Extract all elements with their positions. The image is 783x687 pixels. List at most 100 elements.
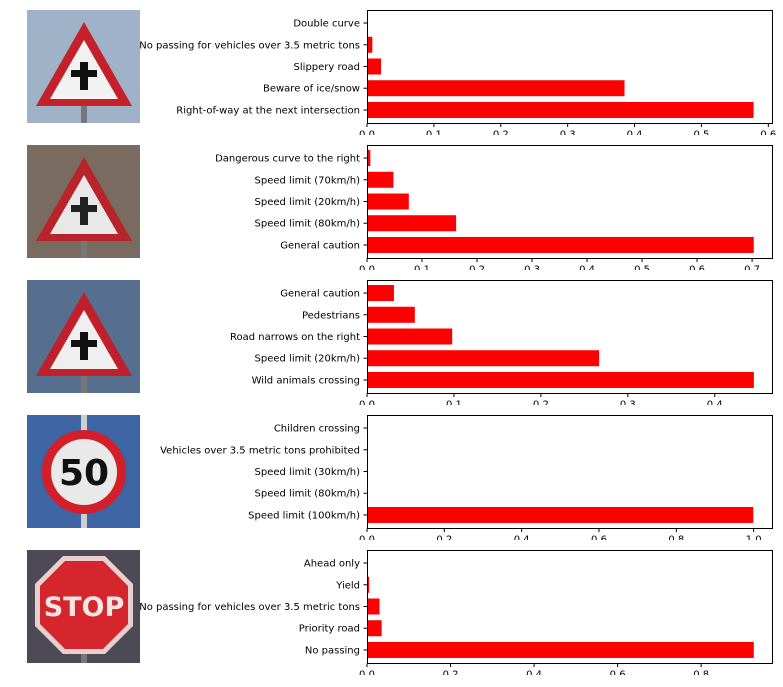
bar	[367, 506, 754, 523]
category-label: Dangerous curve to the right	[215, 154, 360, 165]
x-tick-label: 1.0	[746, 535, 762, 541]
bar	[367, 36, 373, 53]
category-label: Beware of ice/snow	[263, 84, 360, 95]
sign-symbol-icon	[71, 205, 97, 212]
category-label: General caution	[280, 240, 360, 251]
x-tick-label: 0.4	[707, 400, 723, 406]
bar	[367, 80, 625, 97]
bar	[367, 236, 754, 253]
x-tick-label: 0.3	[620, 400, 636, 406]
x-tick-label: 0.0	[359, 400, 375, 406]
x-tick-label: 0.2	[533, 400, 549, 406]
bar-chart-5: No passing Priority road No passing for ve…	[139, 550, 773, 676]
x-tick-label: 0.7	[744, 265, 760, 271]
sign-inner	[51, 439, 117, 505]
category-label: Wild animals crossing	[252, 375, 360, 386]
x-tick-label: 0.5	[634, 265, 650, 271]
bar	[367, 58, 382, 75]
category-label: No passing	[305, 645, 360, 656]
category-label: No passing for vehicles over 3.5 metric …	[139, 40, 360, 51]
bar-chart-1: Right-of-way at the next intersection Bew…	[139, 10, 776, 136]
x-tick-label: 0.2	[436, 535, 452, 541]
bar	[367, 306, 415, 323]
x-tick-label: 0.6	[760, 130, 776, 136]
sign-symbol-icon	[71, 340, 97, 347]
x-tick-label: 0.3	[524, 265, 540, 271]
axes-frame	[367, 10, 773, 124]
x-tick-label: 0.4	[514, 535, 530, 541]
sign-symbol-icon	[71, 70, 97, 77]
sign-image-1	[27, 10, 140, 123]
category-label: Slippery road	[294, 62, 360, 73]
axes-frame	[367, 550, 773, 664]
x-tick-label: 0.0	[359, 535, 375, 541]
sign-post	[81, 365, 87, 393]
x-tick-label: 0.1	[426, 130, 442, 136]
sign-image-2	[27, 145, 140, 258]
axes-frame	[367, 415, 773, 529]
x-tick-label: 0.0	[359, 130, 375, 136]
x-tick-label: 0.2	[493, 130, 509, 136]
bar-chart-4: Speed limit (100km/h) Speed limit (80km/h…	[160, 415, 773, 541]
x-tick-label: 0.6	[610, 670, 626, 676]
x-tick-label: 0.1	[414, 265, 430, 271]
sign-image-5: STOP	[27, 550, 140, 663]
x-tick-label: 0.0	[359, 265, 375, 271]
x-tick-label: 0.4	[579, 265, 595, 271]
bar	[367, 328, 453, 345]
x-tick-label: 0.4	[627, 130, 643, 136]
bar	[367, 285, 394, 302]
bar	[367, 193, 409, 210]
bar	[367, 350, 600, 367]
category-label: Pedestrians	[302, 310, 360, 321]
bar-chart-3: Wild animals crossing Speed limit (20km/h…	[230, 280, 773, 406]
bar	[367, 150, 371, 167]
category-label: Yield	[335, 580, 360, 591]
sign-text: STOP	[44, 592, 125, 623]
category-label: Right-of-way at the next intersection	[176, 105, 360, 116]
category-label: Children crossing	[274, 424, 360, 435]
bar	[367, 641, 754, 658]
bar	[367, 171, 394, 188]
bar	[367, 101, 754, 118]
sign-post	[81, 95, 87, 123]
category-label: Speed limit (100km/h)	[248, 510, 360, 521]
sign-post	[81, 230, 87, 258]
category-label: Double curve	[293, 19, 360, 30]
bar	[367, 598, 380, 615]
category-label: Speed limit (30km/h)	[255, 467, 361, 478]
category-label: Ahead only	[304, 559, 360, 570]
category-label: Speed limit (80km/h)	[255, 489, 361, 500]
x-tick-label: 0.1	[446, 400, 462, 406]
category-label: Road narrows on the right	[230, 332, 360, 343]
x-tick-label: 0.0	[359, 670, 375, 676]
axes-frame	[367, 280, 773, 394]
category-label: Priority road	[299, 624, 360, 635]
x-tick-label: 0.8	[668, 535, 684, 541]
axes-frame	[367, 145, 773, 259]
x-tick-label: 0.4	[526, 670, 542, 676]
sign-image-4: 50	[27, 415, 140, 528]
x-tick-label: 0.8	[693, 670, 709, 676]
bar	[367, 620, 382, 637]
x-tick-label: 0.2	[469, 265, 485, 271]
bar-chart-2: General caution Speed limit (80km/h) Speed…	[215, 145, 773, 271]
bar	[367, 576, 370, 593]
x-tick-label: 0.6	[689, 265, 705, 271]
category-label: Speed limit (20km/h)	[255, 354, 361, 365]
category-label: Vehicles over 3.5 metric tons prohibited	[160, 445, 360, 456]
sign-text: 50	[59, 453, 109, 494]
sign-image-3	[27, 280, 140, 393]
bar	[367, 371, 754, 388]
sign-inner	[40, 561, 128, 649]
category-label: Speed limit (70km/h)	[255, 175, 361, 186]
category-label: Speed limit (20km/h)	[255, 197, 361, 208]
x-tick-label: 0.3	[560, 130, 576, 136]
x-tick-label: 0.2	[443, 670, 459, 676]
bar	[367, 215, 457, 232]
category-label: No passing for vehicles over 3.5 metric …	[139, 602, 360, 613]
category-label: Speed limit (80km/h)	[255, 219, 361, 230]
x-tick-label: 0.5	[693, 130, 709, 136]
x-tick-label: 0.6	[591, 535, 607, 541]
